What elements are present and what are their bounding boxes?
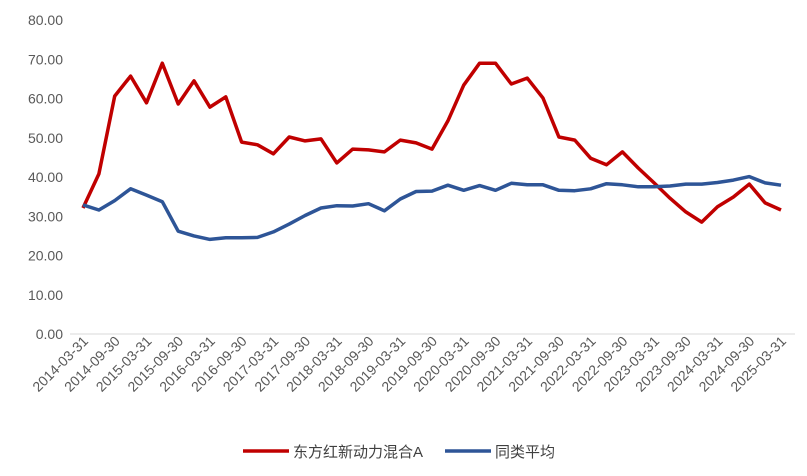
y-tick-label: 20.00 [28,248,63,264]
y-tick-label: 40.00 [28,169,63,185]
y-tick-label: 0.00 [36,326,63,342]
y-tick-label: 80.00 [28,12,63,28]
series-line [81,61,782,224]
legend-label: 同类平均 [495,444,555,461]
series-line [82,174,782,242]
y-tick-label: 30.00 [28,208,63,224]
y-tick-label: 50.00 [28,130,63,146]
y-tick-label: 60.00 [28,91,63,107]
y-tick-label: 70.00 [28,51,63,67]
legend-label: 东方红新动力混合A [293,444,423,461]
y-tick-label: 10.00 [28,287,63,303]
